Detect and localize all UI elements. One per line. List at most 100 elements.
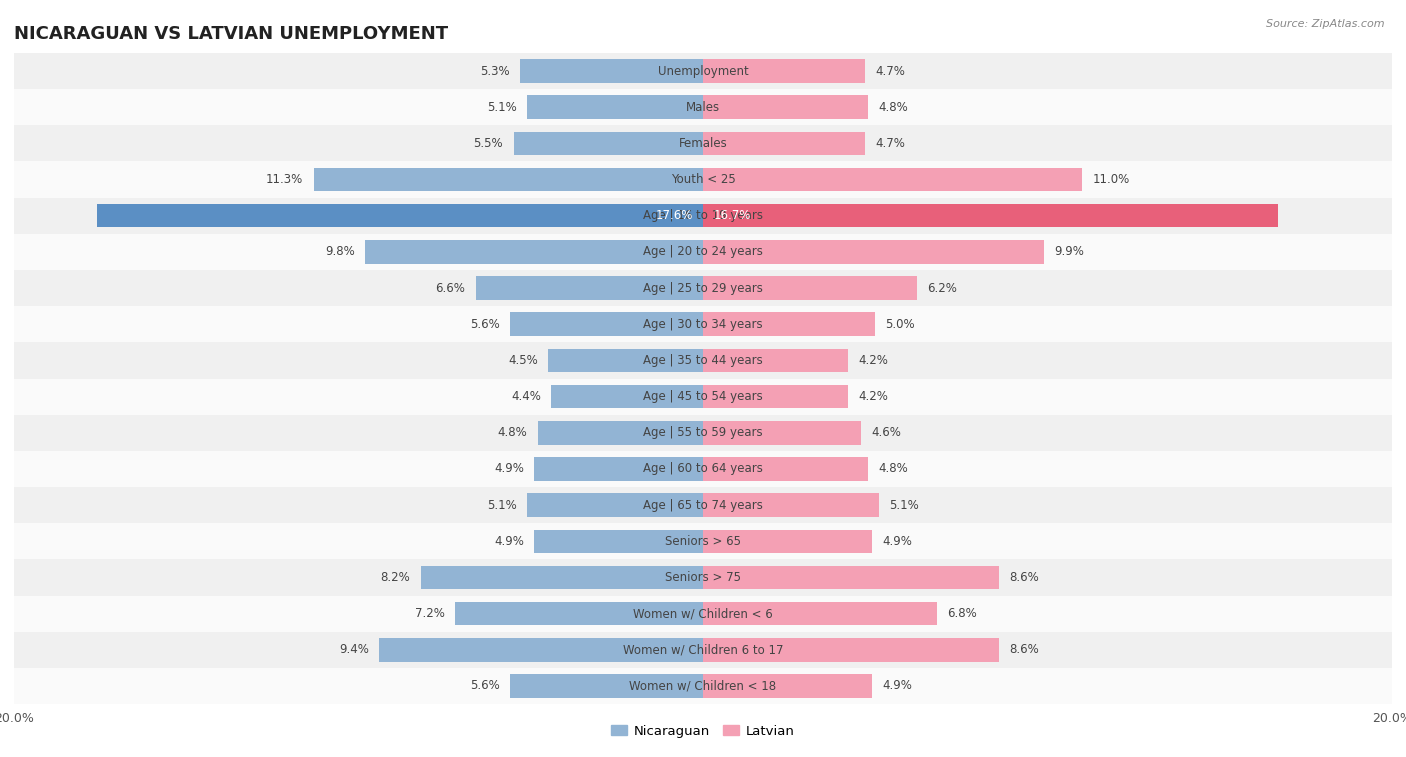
Text: Women w/ Children < 18: Women w/ Children < 18 <box>630 680 776 693</box>
Text: Age | 20 to 24 years: Age | 20 to 24 years <box>643 245 763 258</box>
Text: 5.1%: 5.1% <box>488 101 517 114</box>
Bar <box>703 313 875 336</box>
Bar <box>703 385 848 408</box>
Text: 17.6%: 17.6% <box>655 209 693 223</box>
Text: 4.9%: 4.9% <box>494 534 524 548</box>
Bar <box>14 89 1392 126</box>
Bar <box>513 132 703 155</box>
Bar <box>703 674 872 698</box>
Bar <box>534 529 703 553</box>
Text: 4.5%: 4.5% <box>508 354 537 367</box>
Text: 16.7%: 16.7% <box>713 209 751 223</box>
Text: 4.4%: 4.4% <box>512 390 541 403</box>
Text: 7.2%: 7.2% <box>415 607 444 620</box>
Bar <box>527 95 703 119</box>
Text: 6.2%: 6.2% <box>927 282 956 294</box>
Text: Women w/ Children 6 to 17: Women w/ Children 6 to 17 <box>623 643 783 656</box>
Legend: Nicaraguan, Latvian: Nicaraguan, Latvian <box>606 719 800 743</box>
Text: 5.5%: 5.5% <box>474 137 503 150</box>
Text: 5.0%: 5.0% <box>886 318 915 331</box>
Bar <box>537 421 703 444</box>
Text: 5.3%: 5.3% <box>481 64 510 77</box>
Bar <box>14 342 1392 378</box>
Text: 9.9%: 9.9% <box>1054 245 1084 258</box>
Bar <box>14 306 1392 342</box>
Text: Males: Males <box>686 101 720 114</box>
Bar <box>703 59 865 83</box>
Bar <box>551 385 703 408</box>
Text: Seniors > 65: Seniors > 65 <box>665 534 741 548</box>
Bar <box>703 240 1045 263</box>
Text: 5.1%: 5.1% <box>488 499 517 512</box>
Bar <box>548 349 703 372</box>
Bar <box>314 168 703 192</box>
Bar <box>14 161 1392 198</box>
Bar <box>703 494 879 517</box>
Bar <box>475 276 703 300</box>
Bar <box>14 631 1392 668</box>
Text: 4.2%: 4.2% <box>858 390 887 403</box>
Text: 5.6%: 5.6% <box>470 318 499 331</box>
Bar <box>703 132 865 155</box>
Bar <box>510 674 703 698</box>
Text: Age | 60 to 64 years: Age | 60 to 64 years <box>643 463 763 475</box>
Text: 8.6%: 8.6% <box>1010 571 1039 584</box>
Bar <box>703 457 869 481</box>
Bar <box>14 487 1392 523</box>
Text: 4.9%: 4.9% <box>882 534 912 548</box>
Bar <box>14 668 1392 704</box>
Text: 11.3%: 11.3% <box>266 173 304 186</box>
Text: Seniors > 75: Seniors > 75 <box>665 571 741 584</box>
Bar <box>534 457 703 481</box>
Text: Age | 25 to 29 years: Age | 25 to 29 years <box>643 282 763 294</box>
Text: Youth < 25: Youth < 25 <box>671 173 735 186</box>
Text: 4.9%: 4.9% <box>494 463 524 475</box>
Text: Age | 35 to 44 years: Age | 35 to 44 years <box>643 354 763 367</box>
Bar <box>14 378 1392 415</box>
Bar <box>14 234 1392 270</box>
Bar <box>520 59 703 83</box>
Text: 9.4%: 9.4% <box>339 643 368 656</box>
Text: 4.7%: 4.7% <box>875 137 905 150</box>
Bar <box>703 421 862 444</box>
Bar <box>703 95 869 119</box>
Bar <box>97 204 703 228</box>
Bar <box>380 638 703 662</box>
Bar <box>14 53 1392 89</box>
Bar <box>456 602 703 625</box>
Bar <box>14 523 1392 559</box>
Bar <box>703 276 917 300</box>
Bar <box>703 638 1000 662</box>
Text: 6.6%: 6.6% <box>436 282 465 294</box>
Text: 5.6%: 5.6% <box>470 680 499 693</box>
Text: 11.0%: 11.0% <box>1092 173 1129 186</box>
Text: Age | 45 to 54 years: Age | 45 to 54 years <box>643 390 763 403</box>
Bar <box>510 313 703 336</box>
Bar <box>14 559 1392 596</box>
Text: Age | 55 to 59 years: Age | 55 to 59 years <box>643 426 763 439</box>
Text: 8.6%: 8.6% <box>1010 643 1039 656</box>
Bar <box>703 529 872 553</box>
Bar <box>14 270 1392 306</box>
Bar <box>527 494 703 517</box>
Text: 5.1%: 5.1% <box>889 499 918 512</box>
Bar <box>14 126 1392 161</box>
Bar <box>14 451 1392 487</box>
Bar <box>703 349 848 372</box>
Text: 8.2%: 8.2% <box>381 571 411 584</box>
Text: 4.2%: 4.2% <box>858 354 887 367</box>
Text: Age | 16 to 19 years: Age | 16 to 19 years <box>643 209 763 223</box>
Bar <box>420 565 703 589</box>
Bar <box>703 602 938 625</box>
Text: 4.9%: 4.9% <box>882 680 912 693</box>
Text: Age | 65 to 74 years: Age | 65 to 74 years <box>643 499 763 512</box>
Bar <box>703 565 1000 589</box>
Bar <box>14 415 1392 451</box>
Bar <box>14 596 1392 631</box>
Bar <box>703 168 1083 192</box>
Text: 4.6%: 4.6% <box>872 426 901 439</box>
Text: 4.7%: 4.7% <box>875 64 905 77</box>
Text: Females: Females <box>679 137 727 150</box>
Bar <box>366 240 703 263</box>
Text: 9.8%: 9.8% <box>325 245 356 258</box>
